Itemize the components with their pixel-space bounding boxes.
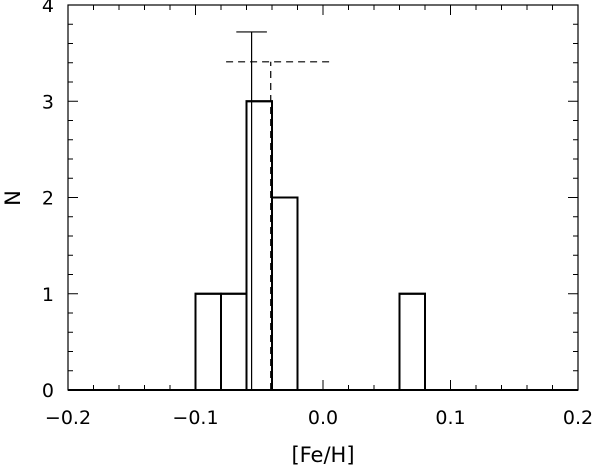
x-tick-label: 0.0 bbox=[308, 407, 338, 429]
x-tick-label: 0.2 bbox=[563, 407, 593, 429]
y-tick-label: 2 bbox=[42, 188, 54, 210]
x-axis-ticks: −0.2 −0.1 0.0 0.1 0.2 bbox=[45, 5, 593, 429]
plot-frame bbox=[67, 4, 579, 391]
x-tick-label: 0.1 bbox=[435, 407, 465, 429]
y-axis-title: N bbox=[1, 190, 25, 206]
y-tick-label: 0 bbox=[42, 380, 54, 402]
x-tick-label: −0.2 bbox=[45, 407, 91, 429]
histogram-outline bbox=[68, 100, 578, 391]
histogram-bar bbox=[271, 196, 299, 391]
histogram-bar bbox=[398, 292, 426, 391]
x-axis-title: [Fe/H] bbox=[291, 443, 354, 467]
histogram-bar bbox=[194, 292, 222, 391]
x-tick-label: −0.1 bbox=[172, 407, 218, 429]
y-axis-ticks: 0 1 2 3 4 bbox=[42, 0, 578, 402]
y-tick-label: 4 bbox=[42, 0, 54, 17]
reference-lines bbox=[226, 31, 331, 390]
y-tick-label: 1 bbox=[42, 284, 54, 306]
y-tick-label: 3 bbox=[42, 91, 54, 113]
histogram-bar bbox=[245, 100, 273, 391]
histogram-bars bbox=[68, 100, 578, 391]
histogram-bar bbox=[220, 292, 248, 391]
